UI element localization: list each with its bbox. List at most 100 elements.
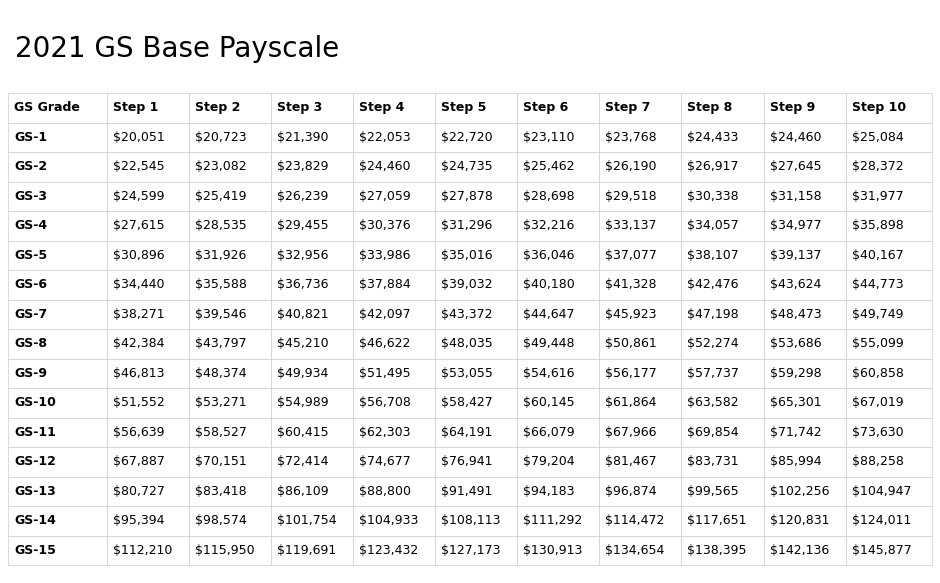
Text: $29,455: $29,455 — [276, 219, 328, 232]
Bar — [763, 447, 846, 476]
Text: GS-13: GS-13 — [14, 484, 55, 498]
Bar — [600, 300, 682, 329]
Text: $42,097: $42,097 — [359, 308, 411, 321]
Text: $25,419: $25,419 — [195, 189, 246, 203]
Text: $52,274: $52,274 — [687, 337, 739, 350]
Bar — [271, 506, 352, 536]
Bar — [8, 122, 106, 152]
Bar — [8, 388, 106, 417]
Text: $24,460: $24,460 — [359, 160, 411, 173]
Bar — [682, 241, 763, 270]
Bar — [763, 388, 846, 417]
Text: $55,099: $55,099 — [852, 337, 903, 350]
Bar — [352, 447, 435, 476]
Bar — [106, 506, 189, 536]
Bar — [517, 329, 600, 359]
Text: $104,947: $104,947 — [852, 484, 911, 498]
Bar — [271, 122, 352, 152]
Text: $111,292: $111,292 — [524, 514, 583, 527]
Text: $42,384: $42,384 — [113, 337, 164, 350]
Text: $62,303: $62,303 — [359, 426, 411, 439]
Bar — [517, 536, 600, 565]
Bar — [352, 152, 435, 181]
Text: $39,137: $39,137 — [770, 249, 822, 262]
Text: $117,651: $117,651 — [687, 514, 747, 527]
Bar — [435, 388, 517, 417]
Text: $124,011: $124,011 — [852, 514, 911, 527]
Bar — [763, 122, 846, 152]
Text: $104,933: $104,933 — [359, 514, 418, 527]
Bar — [435, 476, 517, 506]
Text: Step 10: Step 10 — [852, 101, 906, 114]
Text: $32,216: $32,216 — [524, 219, 574, 232]
Text: $86,109: $86,109 — [276, 484, 328, 498]
Text: $31,296: $31,296 — [441, 219, 493, 232]
Bar — [763, 241, 846, 270]
Text: $114,472: $114,472 — [605, 514, 665, 527]
Bar — [435, 270, 517, 300]
Text: $49,749: $49,749 — [852, 308, 903, 321]
Text: GS-4: GS-4 — [14, 219, 47, 232]
Bar — [682, 270, 763, 300]
Text: $44,647: $44,647 — [524, 308, 574, 321]
Text: $95,394: $95,394 — [113, 514, 164, 527]
Bar — [846, 359, 932, 388]
Text: $101,754: $101,754 — [276, 514, 337, 527]
Bar — [763, 93, 846, 122]
Text: Step 1: Step 1 — [113, 101, 158, 114]
Text: $58,527: $58,527 — [195, 426, 246, 439]
Text: $27,615: $27,615 — [113, 219, 164, 232]
Text: $45,210: $45,210 — [276, 337, 328, 350]
Bar — [682, 417, 763, 447]
Bar — [600, 270, 682, 300]
Bar — [106, 93, 189, 122]
Bar — [682, 359, 763, 388]
Bar — [517, 300, 600, 329]
Text: $28,535: $28,535 — [195, 219, 246, 232]
Bar — [763, 476, 846, 506]
Text: $71,742: $71,742 — [770, 426, 822, 439]
Text: $76,941: $76,941 — [441, 455, 493, 468]
Text: $54,616: $54,616 — [524, 367, 574, 380]
Text: $39,546: $39,546 — [195, 308, 246, 321]
Bar — [763, 417, 846, 447]
Text: $145,877: $145,877 — [852, 544, 912, 557]
Bar — [682, 93, 763, 122]
Text: $24,460: $24,460 — [770, 131, 822, 144]
Text: $123,432: $123,432 — [359, 544, 418, 557]
Bar — [106, 300, 189, 329]
Text: Step 7: Step 7 — [605, 101, 650, 114]
Text: $83,731: $83,731 — [687, 455, 739, 468]
Bar — [8, 152, 106, 181]
Bar — [682, 388, 763, 417]
Bar — [352, 211, 435, 241]
Bar — [271, 329, 352, 359]
Text: $38,107: $38,107 — [687, 249, 739, 262]
Text: $23,082: $23,082 — [195, 160, 246, 173]
Text: Step 2: Step 2 — [195, 101, 240, 114]
Bar — [271, 241, 352, 270]
Bar — [352, 476, 435, 506]
Text: $53,271: $53,271 — [195, 396, 246, 409]
Text: $63,582: $63,582 — [687, 396, 739, 409]
Bar — [189, 417, 271, 447]
Bar — [846, 152, 932, 181]
Text: $34,057: $34,057 — [687, 219, 739, 232]
Bar — [435, 122, 517, 152]
Text: $22,720: $22,720 — [441, 131, 493, 144]
Text: $74,677: $74,677 — [359, 455, 411, 468]
Bar — [189, 122, 271, 152]
Text: $51,552: $51,552 — [113, 396, 164, 409]
Bar — [189, 93, 271, 122]
Bar — [517, 181, 600, 211]
Text: $72,414: $72,414 — [276, 455, 328, 468]
Bar — [271, 152, 352, 181]
Bar — [846, 388, 932, 417]
Text: $59,298: $59,298 — [770, 367, 822, 380]
Text: $119,691: $119,691 — [276, 544, 337, 557]
Text: $67,019: $67,019 — [852, 396, 903, 409]
Text: $45,923: $45,923 — [605, 308, 657, 321]
Bar — [682, 152, 763, 181]
Bar — [600, 93, 682, 122]
Text: $37,077: $37,077 — [605, 249, 657, 262]
